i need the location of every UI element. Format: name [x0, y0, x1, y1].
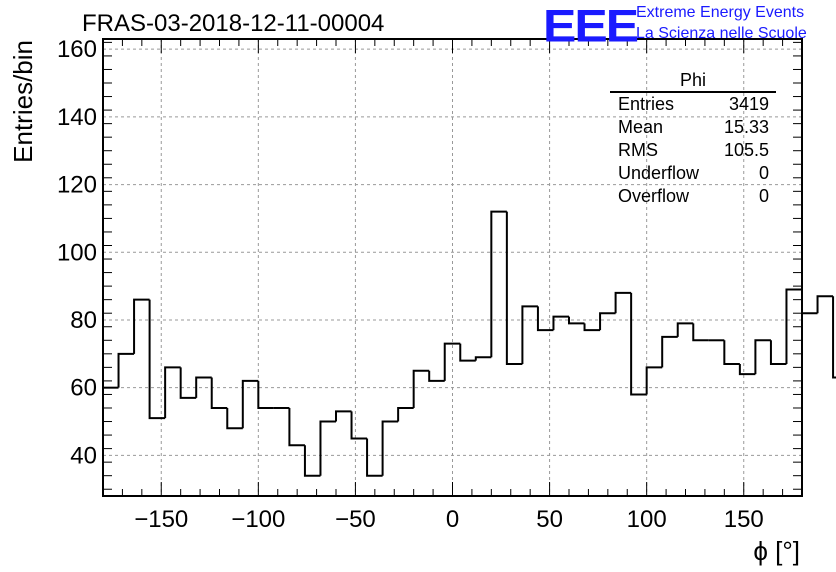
histogram-bin — [521, 305, 538, 364]
logo-line-1: Extreme Energy Events — [636, 4, 805, 21]
stats-row-overflow: Overflow 0 — [610, 185, 776, 208]
stats-row-entries: Entries 3419 — [610, 93, 776, 116]
y-tick-label: 40 — [70, 442, 97, 469]
histogram-bin — [692, 323, 709, 342]
x-tick-label: 0 — [446, 506, 459, 533]
histogram-bin — [335, 410, 352, 422]
logo-line-2: La Scienza nelle Scuole — [636, 25, 807, 42]
chart-title: FRAS-03-2018-12-11-00004 — [82, 10, 385, 37]
stats-title: Phi — [610, 70, 776, 93]
stats-value: 105.5 — [723, 140, 769, 160]
histogram-bin — [381, 420, 399, 476]
stats-value: 0 — [758, 163, 769, 183]
histogram-bin — [474, 356, 492, 361]
histogram-bin — [723, 340, 740, 365]
histogram-bin — [536, 306, 554, 332]
x-tick-label: 50 — [536, 506, 563, 533]
histogram-bin — [195, 376, 212, 398]
histogram-bin — [583, 323, 601, 332]
histogram-bin — [661, 335, 678, 368]
x-tick-label: −50 — [335, 506, 376, 533]
histogram-bin — [599, 312, 616, 331]
histogram-bin — [614, 291, 632, 314]
histogram-bin — [490, 210, 507, 358]
histogram-bin — [568, 316, 585, 325]
histogram-bin — [443, 342, 461, 381]
histogram-bin — [288, 407, 305, 447]
histogram-bin — [350, 411, 368, 440]
histogram-bin — [816, 295, 834, 314]
eee-logo: EEE — [543, 0, 639, 52]
histogram-bin — [676, 322, 694, 337]
histogram-bin — [319, 420, 336, 476]
histogram-bin — [133, 298, 150, 354]
histogram-bin — [148, 299, 166, 420]
stats-row-underflow: Underflow 0 — [610, 162, 776, 185]
stats-label: Mean — [618, 117, 664, 137]
histogram-bin — [505, 211, 523, 365]
histogram-bin — [179, 367, 197, 399]
x-tick-label: 150 — [724, 506, 764, 533]
histogram-bin — [210, 377, 228, 409]
stats-value: 0 — [758, 186, 769, 206]
stats-value: 3419 — [728, 94, 769, 114]
x-axis-label: ϕ [°] — [753, 536, 800, 566]
histogram-bin — [164, 366, 181, 419]
histogram-bin — [769, 340, 787, 365]
y-tick-label: 140 — [57, 104, 97, 131]
histogram-bin — [366, 438, 383, 477]
histogram-bin — [117, 352, 135, 388]
stats-value: 15.33 — [723, 117, 769, 137]
plot-frame — [102, 38, 803, 497]
histogram-bin — [832, 296, 836, 379]
stats-row-rms: RMS 105.5 — [610, 139, 776, 162]
histogram-bin — [459, 343, 476, 362]
histogram-bin — [412, 369, 430, 408]
x-tick-label: −150 — [134, 506, 188, 533]
histogram-bin — [397, 406, 414, 422]
x-tick-label: −100 — [231, 506, 285, 533]
y-tick-label: 100 — [57, 239, 97, 266]
stats-label: RMS — [618, 140, 658, 160]
histogram-bin — [226, 407, 243, 430]
stats-label: Underflow — [618, 163, 700, 183]
stats-label: Overflow — [618, 186, 690, 206]
stats-box: Phi Entries 3419 Mean 15.33 RMS 105.5 Un… — [610, 70, 776, 208]
histogram-bin — [241, 379, 259, 429]
histogram-bin — [801, 289, 818, 315]
histogram-bin — [552, 315, 569, 331]
histogram-bin — [785, 288, 802, 364]
y-tick-label: 120 — [57, 172, 97, 199]
histogram-bin — [630, 292, 647, 396]
y-tick-label: 160 — [57, 36, 97, 63]
histogram-bin — [303, 445, 321, 477]
y-tick-label: 80 — [70, 307, 97, 334]
histogram-bin — [257, 380, 274, 409]
histogram-bin — [738, 363, 756, 376]
histogram-bin — [645, 366, 663, 395]
histogram-bin — [754, 339, 771, 375]
histogram-bin — [428, 370, 445, 382]
y-tick-label: 60 — [70, 375, 97, 402]
stats-row-mean: Mean 15.33 — [610, 116, 776, 139]
stats-label: Entries — [618, 94, 675, 114]
x-tick-label: 100 — [627, 506, 667, 533]
y-axis-label: Entries/bin — [8, 40, 38, 163]
